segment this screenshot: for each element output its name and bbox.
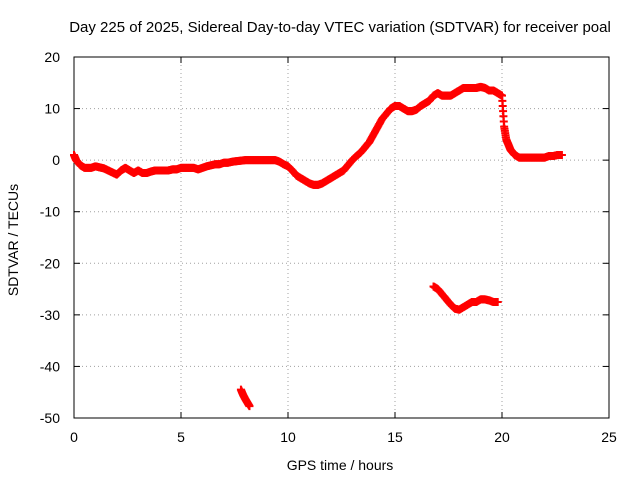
grid-lines: [74, 57, 609, 418]
x-tick-label: 10: [280, 429, 296, 445]
x-tick-label: 5: [177, 429, 185, 445]
chart-title: Day 225 of 2025, Sidereal Day-to-day VTE…: [69, 19, 611, 36]
y-axis-label: SDTVAR / TECUs: [5, 184, 21, 296]
data-point: [493, 297, 502, 306]
x-tick-label: 20: [494, 429, 510, 445]
y-tick-label: 10: [44, 101, 60, 117]
y-tick-label: -20: [40, 255, 60, 271]
x-axis-label: GPS time / hours: [287, 457, 394, 473]
data-points: [70, 82, 566, 411]
y-tick-label: -40: [40, 358, 60, 374]
y-tick-label: 20: [44, 49, 60, 65]
y-tick-label: -50: [40, 410, 60, 426]
y-tick-label: -10: [40, 204, 60, 220]
y-tick-label: 0: [52, 152, 60, 168]
axis-ticks: 0 5 10 15 20 25 -50 -40 -30 -20 -10 0 10 20: [40, 49, 617, 445]
x-tick-label: 25: [601, 429, 617, 445]
plot-frame: [73, 56, 610, 419]
x-tick-label: 0: [70, 429, 78, 445]
data-point: [245, 402, 254, 411]
x-tick-label: 15: [387, 429, 403, 445]
data-point: [557, 150, 566, 159]
y-tick-label: -30: [40, 307, 60, 323]
